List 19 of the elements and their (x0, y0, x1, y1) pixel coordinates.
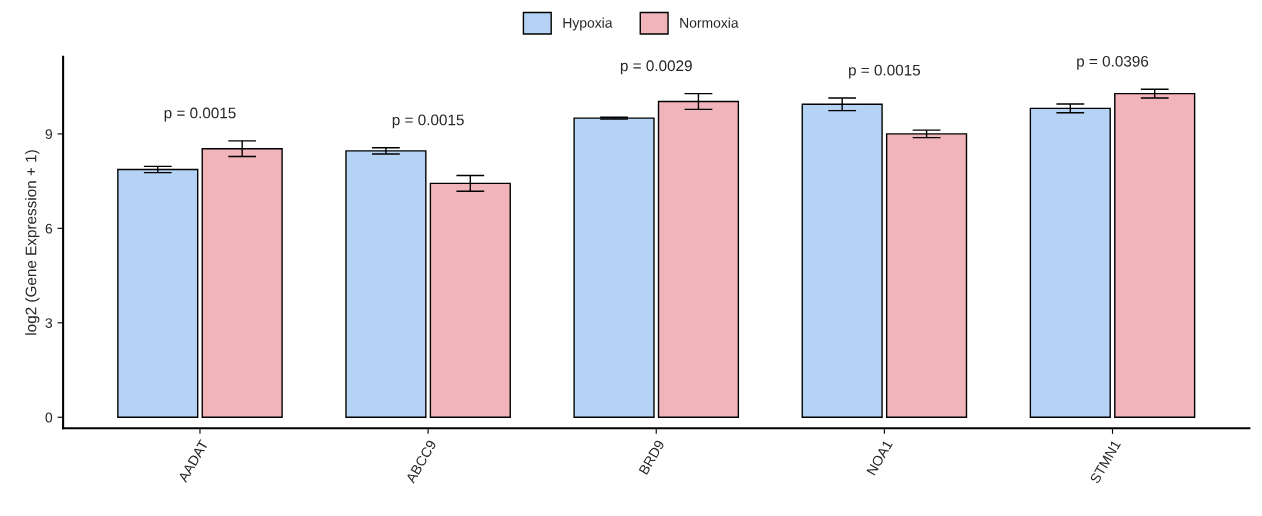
annotation: p = 0.0029 (620, 60, 692, 75)
y-tick-label: 6 (45, 223, 53, 234)
bar (801, 103, 883, 418)
legend-label: Hypoxia (563, 17, 613, 31)
y-tick-label: 9 (45, 129, 53, 140)
annotation: p = 0.0015 (164, 107, 236, 122)
bar (117, 168, 199, 418)
annotation: p = 0.0015 (392, 114, 464, 129)
y-tick-label: 3 (45, 318, 53, 328)
bar (1029, 107, 1111, 418)
bar (1114, 92, 1196, 418)
annotation: p = 0.0015 (849, 64, 921, 79)
annotation: p = 0.0396 (1077, 55, 1149, 70)
legend-label: Normoxia (680, 17, 739, 28)
y-axis-title: log2 (Gene Expression + 1) (25, 150, 40, 335)
bar (885, 133, 968, 418)
bar (573, 117, 655, 418)
y-tick-label: 0 (45, 412, 53, 423)
bar (345, 150, 427, 418)
